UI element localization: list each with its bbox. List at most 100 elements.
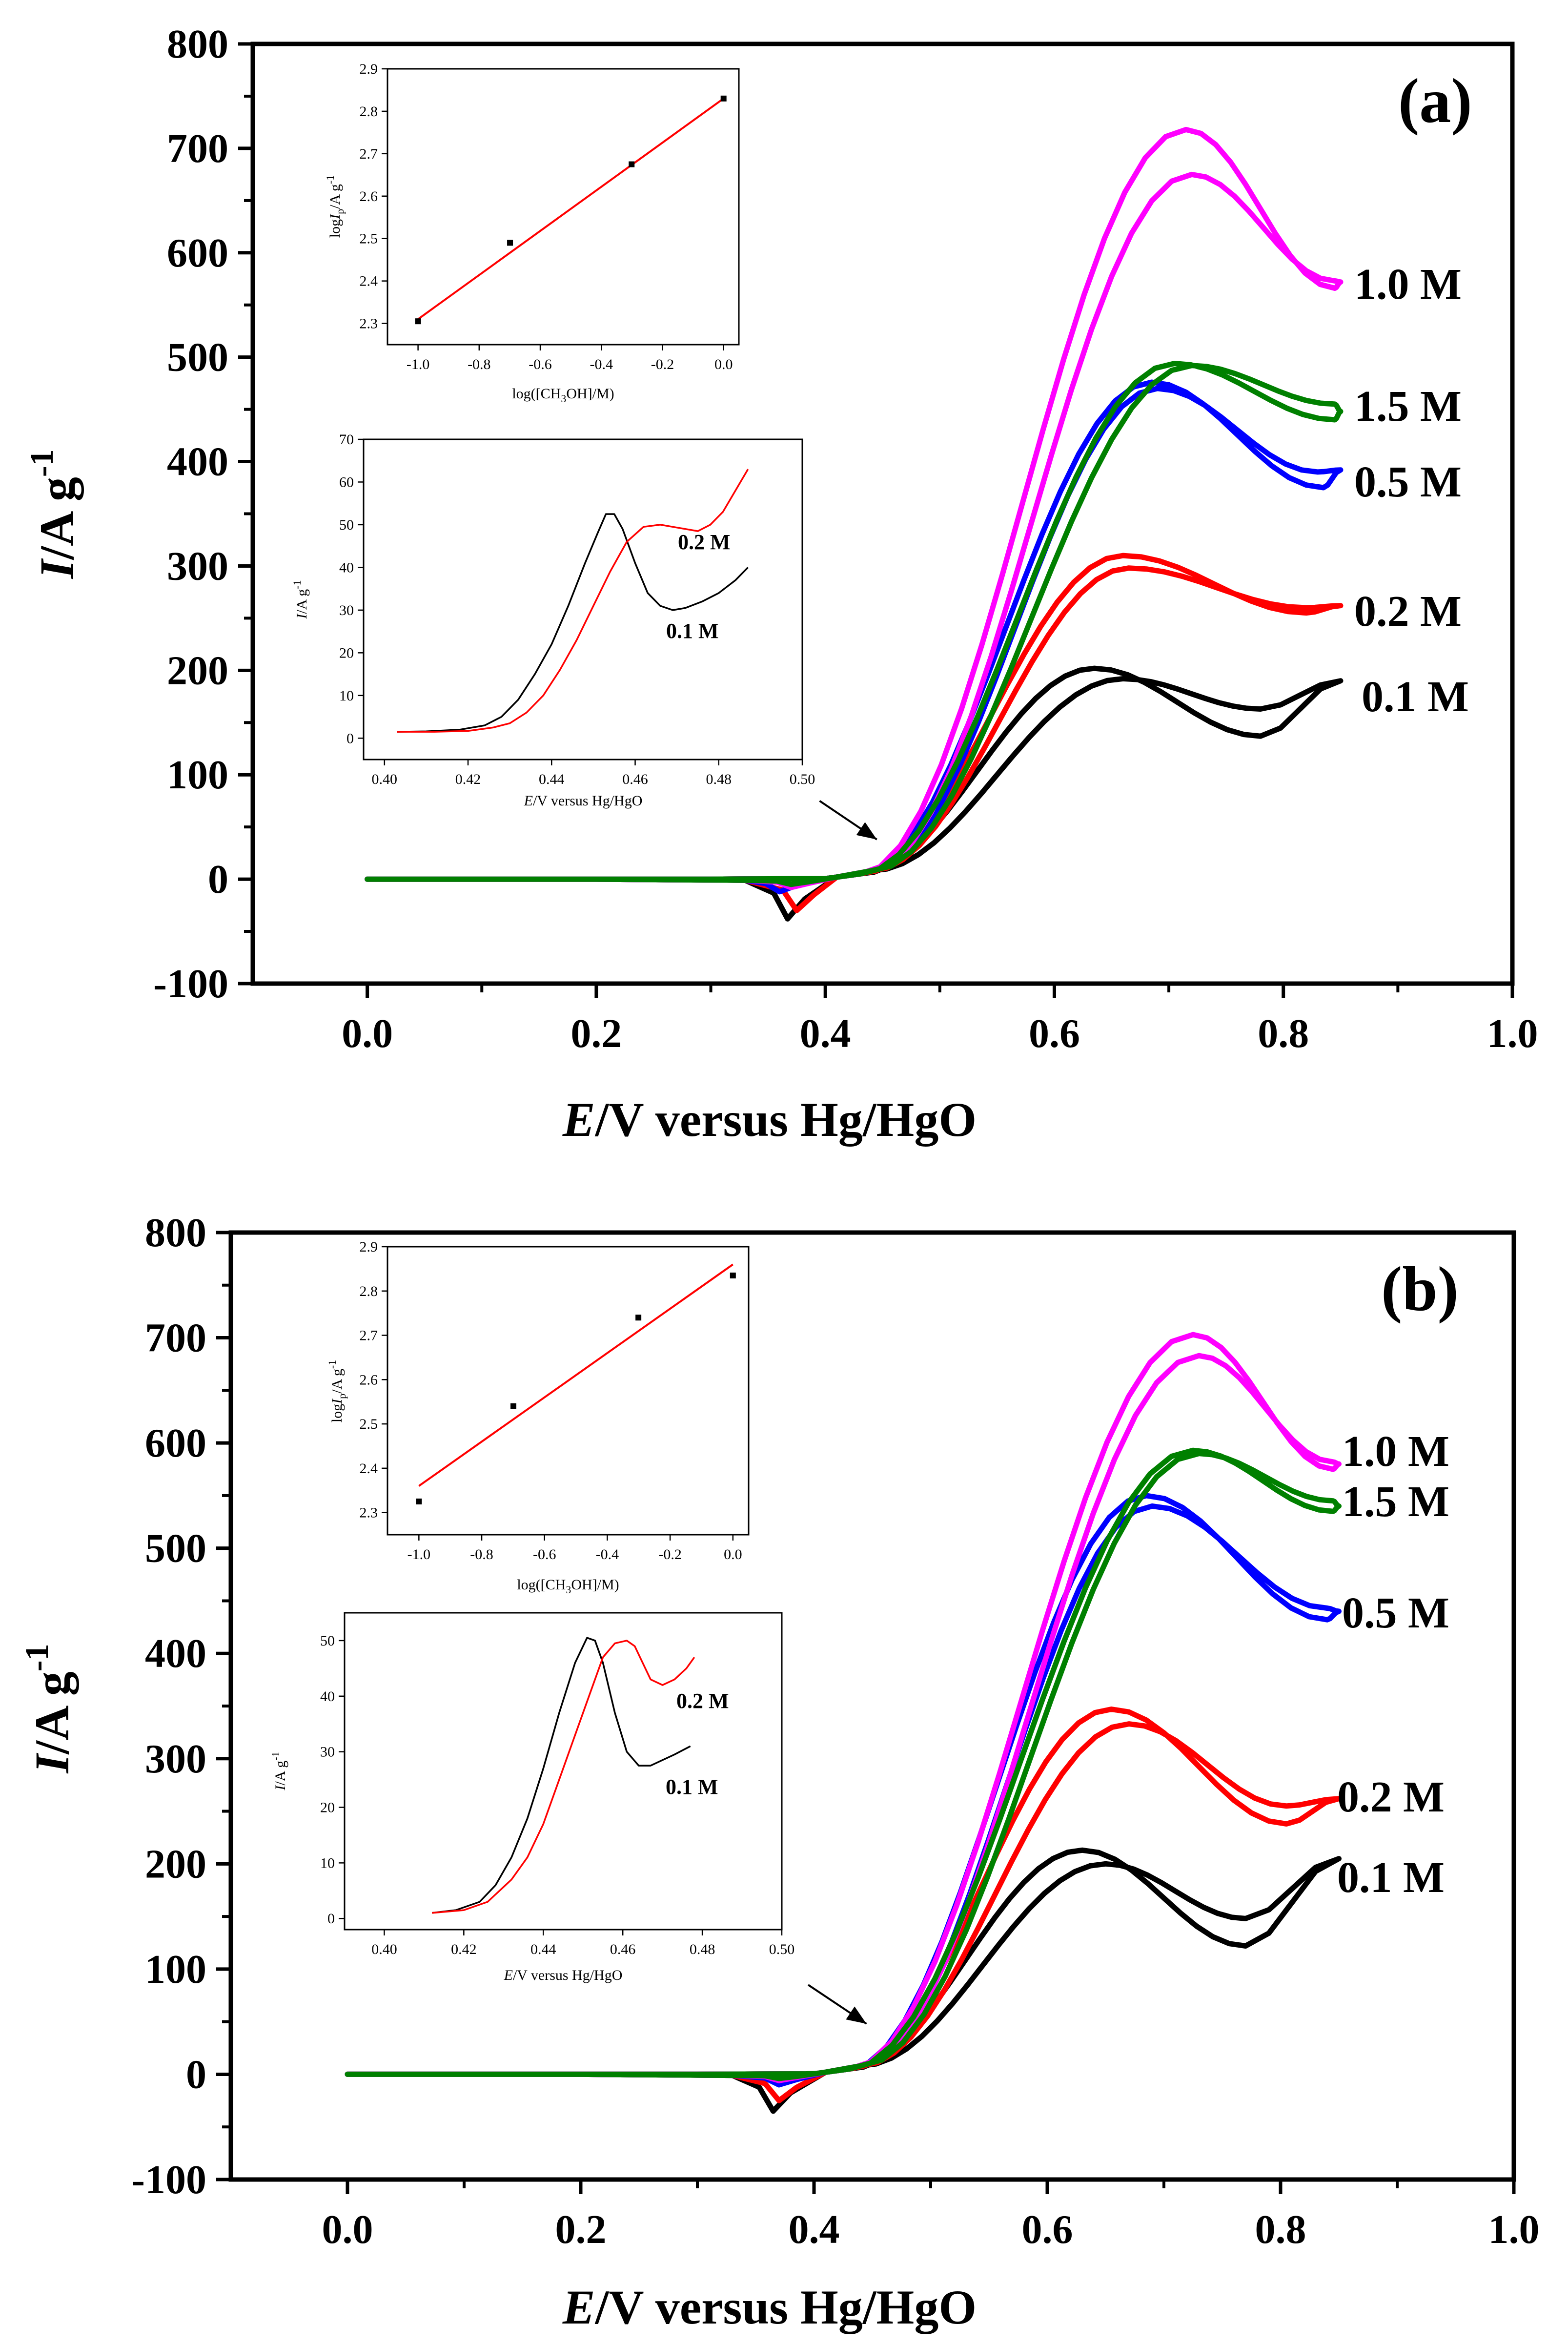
y-tick-label-a: 800 (167, 21, 228, 67)
inset-log-plot-b: -1.0 -0.8 -0.6 -0.4 -0.2 0.0 2.3 2.4 2.5 2.6 2.7 2.… (326, 1239, 750, 1596)
cv-curve-1.5M-b (345, 1447, 1342, 2081)
curve-label-0.2M-b: 0.2 M (1337, 1773, 1445, 1821)
inset-log-y-tick-label-a: 2.3 (360, 316, 378, 332)
inset-log-y-tick-label-b: 2.6 (360, 1372, 378, 1388)
curve-label-0.1M-a: 0.1 M (1362, 673, 1469, 721)
inset-onset-curve-0.2M-b (432, 1640, 695, 1914)
main-plot-curves-a (365, 126, 1344, 922)
inset-onset-content-b: 0.40 0.42 0.44 0.46 0.48 0.50 0 10 20 30 40 50 (320, 1633, 794, 1957)
panel-b: 0.0 0.2 0.4 0.6 0.8 1.0-100010020030040050060… (18, 1210, 1540, 2334)
inset-onset-y-tick-label-a: 60 (339, 474, 354, 490)
inset-log-y-tick-label-b: 2.7 (360, 1328, 378, 1344)
curve-label-0.5M-b: 0.5 M (1342, 1589, 1449, 1637)
cv-curve-0.5M-a (365, 379, 1344, 895)
x-tick-label-a: 1.0 (1487, 1011, 1538, 1056)
inset-onset-y-tick-label-a: 30 (339, 602, 354, 618)
inset-onset-label-0.2M-b: 0.2 M (676, 1689, 729, 1713)
inset-onset-x-tick-label-a: 0.42 (455, 771, 481, 787)
inset-log-y-tick-label-a: 2.9 (360, 61, 378, 77)
inset-log-ylabel-b: logIp/A g-1 (326, 1360, 348, 1423)
inset-onset-curve-0.1M-a (397, 513, 749, 733)
inset-onset-x-tick-label-b: 0.48 (690, 1941, 715, 1957)
inset-log-y-tick-label-b: 2.5 (360, 1416, 378, 1432)
x-tick-label-b: 0.8 (1255, 2207, 1306, 2252)
inset-log-x-tick-label-a: -0.2 (651, 356, 674, 372)
inset-onset-label-0.1M-b: 0.1 M (666, 1775, 718, 1799)
inset-log-y-tick-label-b: 2.9 (360, 1239, 378, 1255)
inset-onset-x-tick-label-a: 0.46 (622, 771, 648, 787)
inset-onset-y-tick-label-b: 40 (320, 1688, 335, 1705)
inset-log-x-tick-label-b: -0.6 (533, 1546, 556, 1563)
x-axis-title-b: E/V versus Hg/HgO (562, 2280, 977, 2334)
inset-onset-label-0.2M-a: 0.2 M (678, 530, 731, 554)
x-tick-label-a: 0.0 (342, 1011, 393, 1056)
inset-log-point-b (510, 1403, 517, 1409)
panel-tag-b: (b) (1381, 1254, 1459, 1324)
inset-log-y-tick-label-b: 2.8 (360, 1283, 378, 1299)
inset-log-plot-a: -1.0 -0.8 -0.6 -0.4 -0.2 0.0 2.3 2.4 2.5 2.6 2.7 2.… (324, 61, 740, 405)
inset-log-frame-b (387, 1246, 750, 1536)
inset-log-x-tick-label-b: -0.2 (658, 1546, 682, 1563)
y-tick-label-a: 700 (167, 126, 228, 171)
main-axis-ticks-b: 0.0 0.2 0.4 0.6 0.8 1.0-100010020030040050060… (131, 1210, 1539, 2252)
inset-onset-y-tick-label-a: 70 (339, 432, 354, 448)
x-tick-label-a: 0.2 (570, 1011, 622, 1056)
y-tick-label-a: -100 (153, 961, 228, 1007)
panel-a: 0.0 0.2 0.4 0.6 0.8 1.0-100010020030040050060… (23, 21, 1538, 1147)
inset-onset-x-tick-label-b: 0.40 (371, 1941, 397, 1957)
inset-log-ylabel-a: logIp/A g-1 (324, 175, 346, 238)
curve-label-0.2M-a: 0.2 M (1354, 587, 1462, 636)
main-axis-ticks-a: 0.0 0.2 0.4 0.6 0.8 1.0-100010020030040050060… (153, 21, 1538, 1056)
inset-onset-x-tick-label-b: 0.46 (610, 1941, 636, 1957)
x-tick-label-a: 0.4 (800, 1011, 851, 1056)
inset-log-x-tick-label-a: -1.0 (407, 356, 430, 372)
y-tick-label-b: 0 (186, 2052, 206, 2097)
inset-log-point-b (416, 1498, 422, 1504)
inset-onset-frame-b (344, 1612, 783, 1931)
inset-onset-x-tick-label-b: 0.42 (451, 1941, 477, 1957)
inset-log-y-tick-label-b: 2.3 (360, 1505, 378, 1521)
y-axis-title-b: I/A g-1 (18, 1644, 79, 1773)
y-tick-label-b: 800 (145, 1210, 206, 1255)
x-tick-label-b: 0.0 (322, 2207, 373, 2252)
curve-label-1.5M-a: 1.5 M (1354, 382, 1462, 431)
inset-onset-x-tick-label-a: 0.40 (372, 771, 398, 787)
inset-onset-ylabel-a: I/A g-1 (291, 580, 310, 619)
inset-log-y-tick-label-b: 2.4 (360, 1460, 378, 1477)
annotation-arrow-head-a (856, 822, 877, 840)
curve-label-1.5M-b: 1.5 M (1342, 1478, 1449, 1526)
inset-log-x-tick-label-a: 0.0 (714, 356, 733, 372)
cv-curve-0.1M-a (365, 665, 1344, 922)
inset-onset-xlabel-b: E/V versus Hg/HgO (504, 1967, 623, 1983)
inset-log-x-tick-label-b: -1.0 (407, 1546, 431, 1563)
inset-onset-y-tick-label-b: 10 (320, 1855, 335, 1871)
inset-log-y-tick-label-a: 2.7 (360, 146, 378, 162)
y-tick-label-b: 500 (145, 1526, 206, 1571)
curve-label-1.0M-a: 1.0 M (1354, 260, 1462, 309)
x-tick-label-b: 0.4 (789, 2207, 840, 2252)
cv-curve-1.0M-a (365, 126, 1344, 890)
inset-onset-y-tick-label-a: 50 (339, 517, 354, 533)
inset-log-content-b: -1.0 -0.8 -0.6 -0.4 -0.2 0.0 2.3 2.4 2.5 2.6 2.7 2.… (360, 1239, 742, 1563)
x-tick-label-a: 0.6 (1029, 1011, 1080, 1056)
inset-log-x-tick-label-a: -0.4 (590, 356, 613, 372)
inset-onset-x-tick-label-a: 0.50 (790, 771, 815, 787)
y-tick-label-a: 500 (167, 335, 228, 380)
inset-log-fit-line-b (418, 1263, 733, 1487)
inset-log-x-tick-label-b: -0.4 (596, 1546, 619, 1563)
y-tick-label-b: -100 (131, 2157, 206, 2202)
inset-log-y-tick-label-a: 2.6 (360, 188, 378, 205)
annotation-arrow-head-b (846, 2006, 867, 2024)
curve-label-1.0M-b: 1.0 M (1342, 1427, 1449, 1476)
inset-onset-x-tick-label-a: 0.48 (706, 771, 732, 787)
inset-log-y-tick-label-a: 2.4 (360, 273, 378, 289)
y-tick-label-a: 600 (167, 230, 228, 276)
inset-onset-x-tick-label-a: 0.44 (539, 771, 565, 787)
inset-log-fit-line-a (417, 98, 724, 320)
y-tick-label-a: 300 (167, 543, 228, 589)
inset-onset-y-tick-label-a: 20 (339, 645, 354, 661)
inset-log-x-tick-label-b: -0.8 (470, 1546, 493, 1563)
inset-log-y-tick-label-a: 2.5 (360, 231, 378, 247)
y-tick-label-b: 200 (145, 1841, 206, 1887)
inset-onset-y-tick-label-a: 0 (346, 730, 354, 746)
